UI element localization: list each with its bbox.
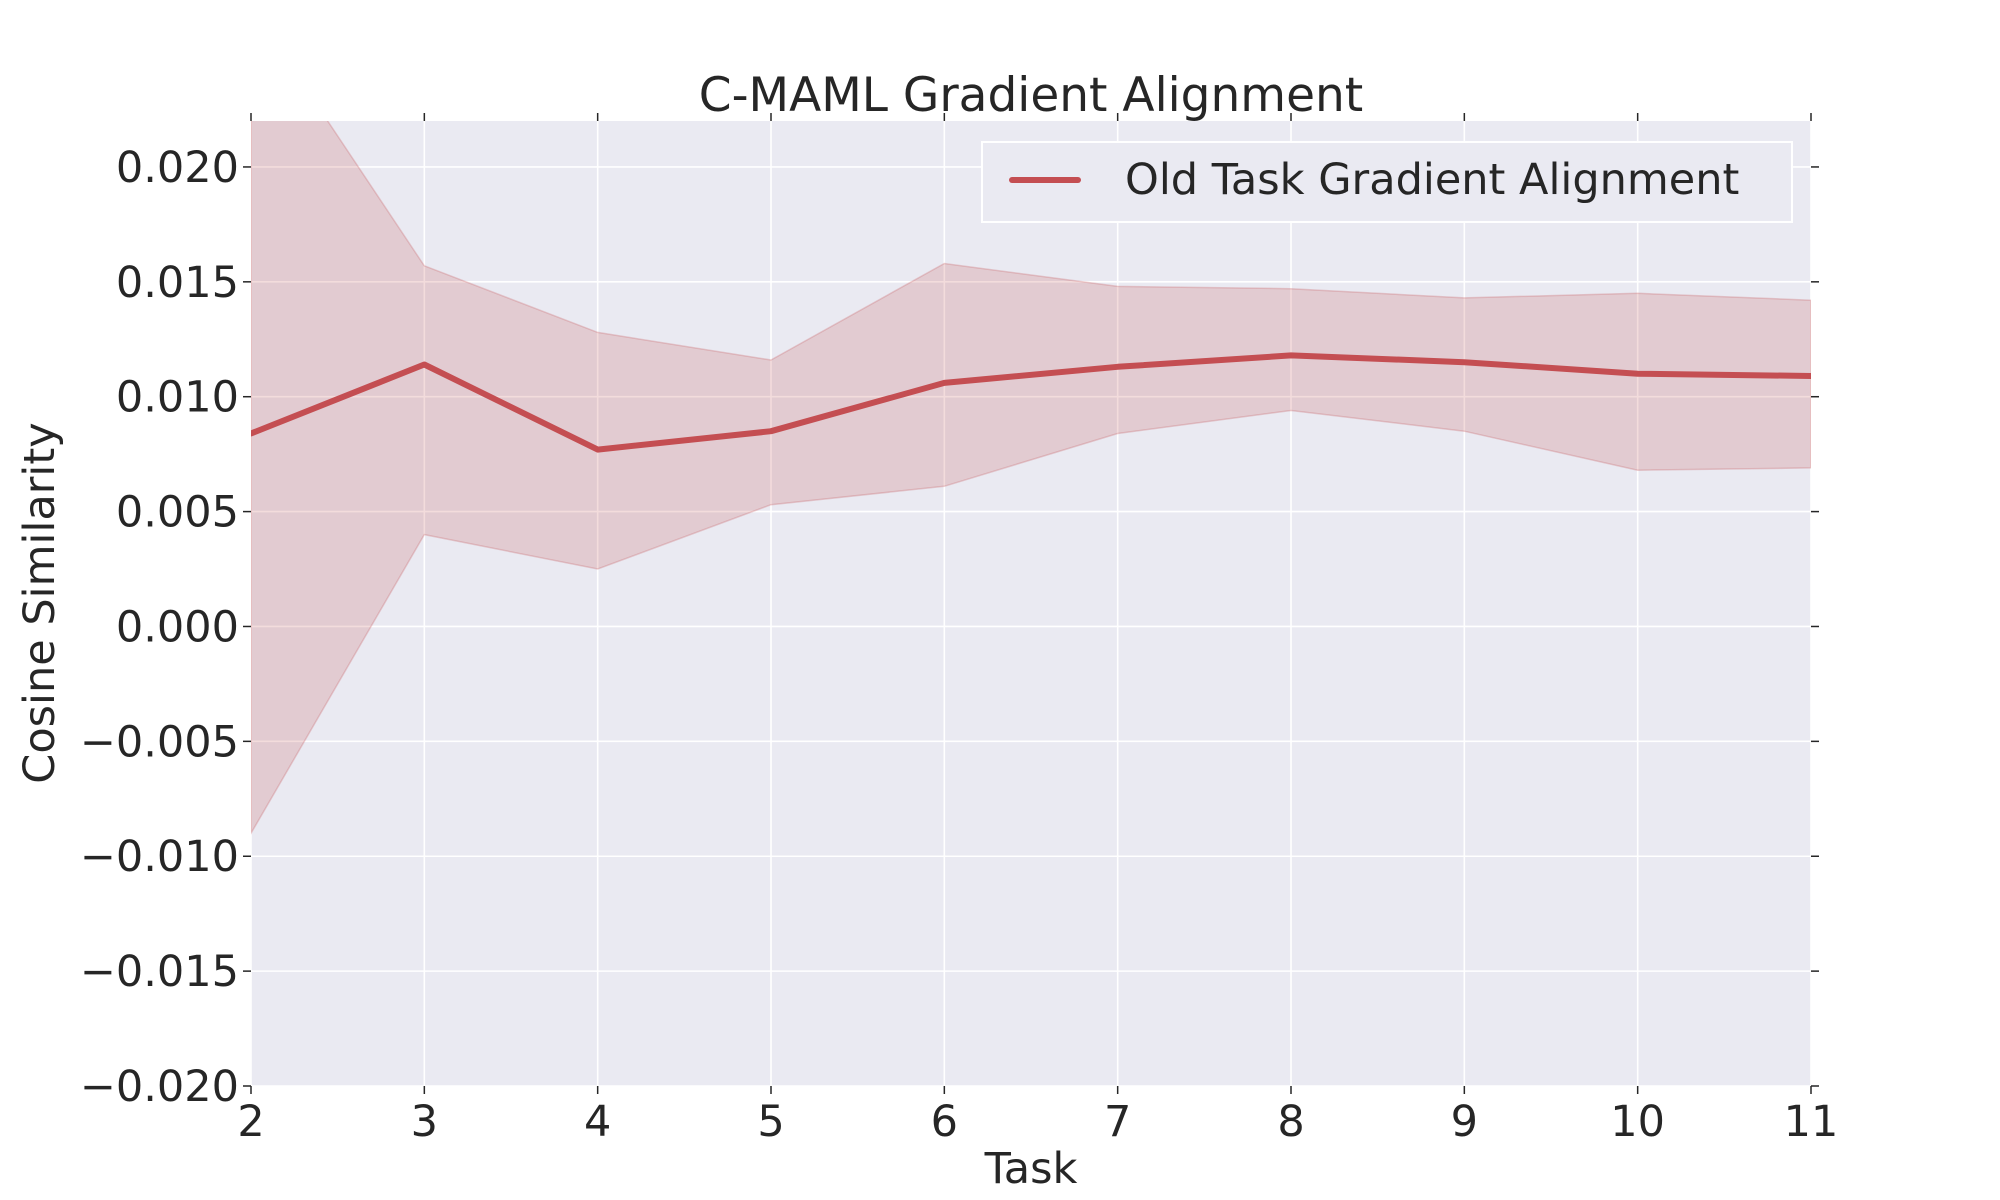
x-tick-label: 5 (757, 1097, 784, 1147)
grid (250, 121, 1812, 1087)
chart-title: C-MAML Gradient Alignment (699, 68, 1363, 123)
y-tick-label: −0.020 (80, 1062, 239, 1112)
x-tick-labels: 2 3 4 5 6 7 8 9 10 11 (237, 1097, 1838, 1147)
legend-label: Old Task Gradient Alignment (1125, 155, 1739, 205)
x-tick-label: 6 (931, 1097, 958, 1147)
y-tick-label: −0.015 (80, 947, 239, 997)
x-tick-label: 9 (1451, 1097, 1478, 1147)
series-line-layer (251, 352, 1811, 453)
tick-marks (243, 113, 1819, 1094)
x-tick-label: 7 (1104, 1097, 1131, 1147)
confidence-band (251, 121, 1811, 835)
y-axis-label: Cosine Similarity (15, 422, 65, 783)
y-tick-labels: −0.020 −0.015 −0.010 −0.005 0.000 0.005 0.010 0… (80, 143, 239, 1112)
x-tick-label: 4 (584, 1097, 611, 1147)
x-tick-label: 10 (1610, 1097, 1665, 1147)
x-axis-label: Task (984, 1144, 1078, 1194)
y-tick-label: 0.020 (116, 143, 239, 193)
x-tick-label: 3 (411, 1097, 438, 1147)
y-tick-label: 0.005 (116, 488, 239, 538)
series-line (251, 352, 1811, 453)
y-tick-label: 0.010 (116, 373, 239, 423)
y-tick-label: 0.015 (116, 258, 239, 308)
legend: Old Task Gradient Alignment (981, 141, 1793, 223)
x-tick-label: 8 (1277, 1097, 1304, 1147)
plot-background (251, 121, 1811, 1086)
y-tick-label: −0.010 (80, 832, 239, 882)
y-tick-label: −0.005 (80, 717, 239, 767)
x-tick-label: 2 (237, 1097, 264, 1147)
confidence-band-layer (251, 121, 1811, 835)
legend-box (981, 141, 1793, 223)
x-tick-label: 11 (1784, 1097, 1839, 1147)
y-tick-label: 0.000 (116, 602, 239, 652)
